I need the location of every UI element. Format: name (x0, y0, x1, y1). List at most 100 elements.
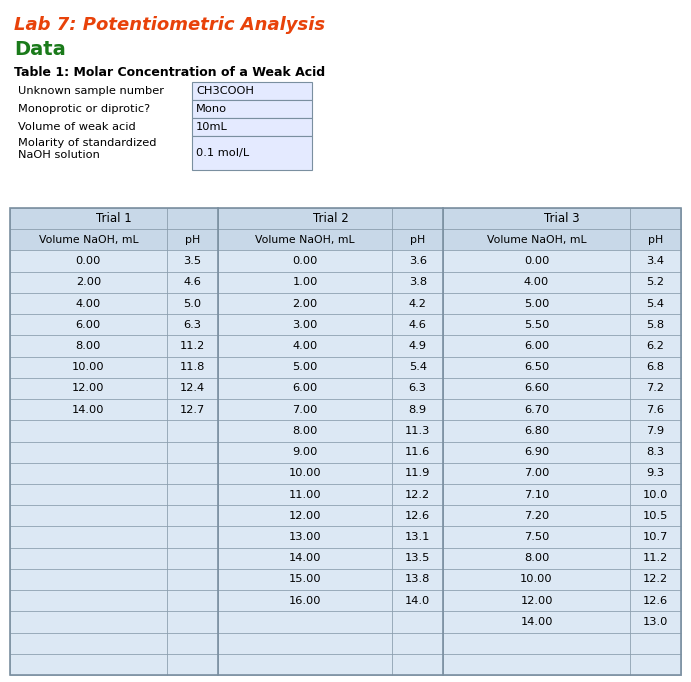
Bar (392, 462, 444, 484)
Text: 11.8: 11.8 (180, 362, 205, 372)
Text: 3.5: 3.5 (183, 256, 202, 266)
Bar (167, 590, 218, 611)
Text: 9.00: 9.00 (292, 447, 318, 457)
Text: 6.00: 6.00 (524, 341, 549, 351)
Bar (10, 505, 167, 527)
Bar (630, 654, 681, 675)
Bar (392, 527, 444, 548)
Text: 7.10: 7.10 (524, 490, 549, 500)
Text: 10.00: 10.00 (520, 574, 553, 584)
Text: Volume of weak acid: Volume of weak acid (18, 122, 135, 132)
Bar (630, 336, 681, 357)
Text: pH: pH (184, 235, 200, 245)
Text: 4.2: 4.2 (409, 299, 426, 308)
Text: 14.00: 14.00 (520, 617, 553, 627)
Bar (167, 250, 218, 271)
Bar (167, 505, 218, 527)
Text: 13.8: 13.8 (405, 574, 430, 584)
Bar (167, 462, 218, 484)
Bar (167, 336, 218, 357)
Bar (10, 548, 167, 569)
Text: 6.8: 6.8 (646, 362, 664, 372)
Bar (392, 314, 444, 336)
Bar (10, 611, 167, 632)
Text: 2.00: 2.00 (292, 299, 318, 308)
Bar (630, 250, 681, 271)
Bar (444, 271, 630, 293)
Bar (218, 378, 392, 399)
Bar (10, 229, 167, 250)
Bar (10, 378, 167, 399)
Text: 8.9: 8.9 (408, 404, 427, 415)
Text: 6.70: 6.70 (524, 404, 549, 415)
Bar (10, 527, 167, 548)
Text: 14.00: 14.00 (289, 553, 321, 563)
Bar (392, 484, 444, 505)
Text: 5.8: 5.8 (646, 320, 664, 330)
Bar (630, 357, 681, 378)
Bar (10, 336, 167, 357)
Text: 0.00: 0.00 (292, 256, 318, 266)
Text: 12.2: 12.2 (643, 574, 668, 584)
Bar (392, 271, 444, 293)
Text: Monoprotic or diprotic?: Monoprotic or diprotic? (18, 104, 150, 114)
Bar (630, 399, 681, 420)
Bar (10, 632, 167, 654)
Text: 11.00: 11.00 (289, 490, 321, 500)
Bar (444, 314, 630, 336)
Bar (192, 136, 312, 170)
Text: 7.6: 7.6 (646, 404, 664, 415)
Bar (167, 357, 218, 378)
Text: 14.00: 14.00 (72, 404, 104, 415)
Bar (218, 314, 392, 336)
Text: 5.0: 5.0 (183, 299, 202, 308)
Bar (10, 420, 167, 441)
Text: 13.5: 13.5 (405, 553, 430, 563)
Bar (167, 548, 218, 569)
Bar (10, 654, 167, 675)
Text: Mono: Mono (196, 104, 227, 114)
Bar (392, 250, 444, 271)
Text: 7.00: 7.00 (524, 469, 549, 478)
Text: 6.00: 6.00 (76, 320, 101, 330)
Text: 13.1: 13.1 (405, 532, 430, 542)
Text: 12.7: 12.7 (180, 404, 205, 415)
Bar (167, 569, 218, 590)
Text: Volume NaOH, mL: Volume NaOH, mL (39, 235, 138, 245)
Bar (10, 271, 167, 293)
Text: 3.00: 3.00 (292, 320, 318, 330)
Bar (392, 654, 444, 675)
Bar (392, 208, 444, 229)
Bar (10, 484, 167, 505)
Text: Trial 2: Trial 2 (313, 212, 349, 225)
Text: 11.2: 11.2 (180, 341, 205, 351)
Bar (167, 441, 218, 462)
Text: 10.00: 10.00 (289, 469, 321, 478)
Bar (444, 590, 630, 611)
Text: 16.00: 16.00 (289, 595, 321, 606)
Bar (392, 357, 444, 378)
Bar (392, 441, 444, 462)
Text: 10mL: 10mL (196, 122, 228, 132)
Text: 6.60: 6.60 (524, 383, 549, 394)
Bar (630, 271, 681, 293)
Text: 1.00: 1.00 (292, 278, 318, 287)
Text: Molarity of standardized: Molarity of standardized (18, 138, 156, 148)
Bar (630, 208, 681, 229)
Bar (218, 399, 392, 420)
Text: 0.00: 0.00 (76, 256, 101, 266)
Text: pH: pH (410, 235, 426, 245)
Text: 4.6: 4.6 (409, 320, 426, 330)
Text: 7.20: 7.20 (524, 511, 549, 521)
Bar (444, 420, 630, 441)
Text: CH3COOH: CH3COOH (196, 86, 254, 96)
Bar (10, 357, 167, 378)
Bar (444, 654, 630, 675)
Bar (10, 462, 167, 484)
Text: 9.3: 9.3 (646, 469, 664, 478)
Text: 13.00: 13.00 (289, 532, 321, 542)
Bar (392, 611, 444, 632)
Text: 6.3: 6.3 (183, 320, 202, 330)
Text: 15.00: 15.00 (289, 574, 321, 584)
Bar (392, 420, 444, 441)
